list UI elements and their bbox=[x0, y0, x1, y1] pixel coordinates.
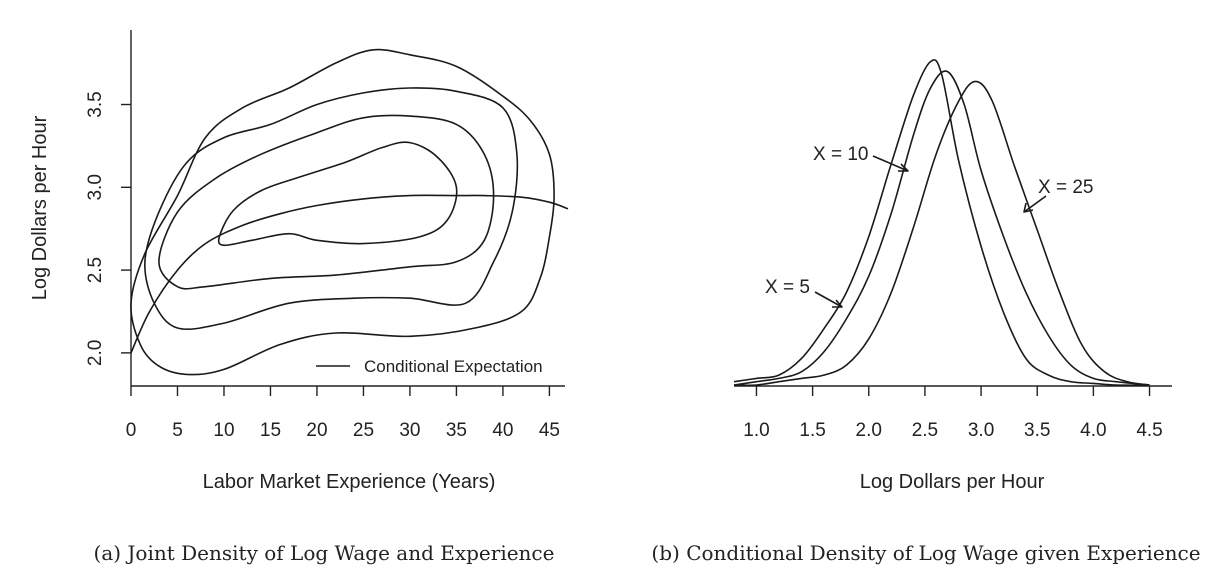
panel-b-x-tick-label: 1.0 bbox=[743, 420, 769, 441]
panel-a-caption: (a) Joint Density of Log Wage and Experi… bbox=[94, 541, 555, 565]
panel-b-x-label: Log Dollars per Hour bbox=[860, 471, 1045, 493]
panel-a: 0 5 10 15 20 25 30 35 40 45 2.0 2.5 3.0 3.5 Conditio… bbox=[29, 30, 569, 565]
legend-label: Conditional Expectation bbox=[364, 357, 543, 376]
panel-a-y-tick-label: 3.0 bbox=[85, 174, 106, 200]
panel-a-x-tick-label: 20 bbox=[306, 420, 327, 441]
panel-a-x-ticks: 0 5 10 15 20 25 30 35 40 45 bbox=[126, 386, 560, 441]
annotation-x10-arrow bbox=[872, 155, 909, 172]
panel-b-x-tick-label: 4.0 bbox=[1080, 420, 1106, 441]
panel-a-x-tick-label: 15 bbox=[260, 420, 281, 441]
contour-level-1 bbox=[130, 48, 555, 376]
panel-b-x-tick-label: 3.5 bbox=[1024, 420, 1050, 441]
panel-a-y-label: Log Dollars per Hour bbox=[29, 115, 51, 300]
contour-level-3 bbox=[158, 114, 495, 290]
panel-a-x-label: Labor Market Experience (Years) bbox=[203, 471, 496, 493]
density-line-x25 bbox=[733, 80, 1150, 387]
conditional-expectation-line bbox=[130, 194, 569, 354]
annotation-x25-arrow bbox=[1023, 195, 1047, 213]
panel-a-y-tick-label: 2.5 bbox=[85, 257, 106, 283]
panel-a-y-ticks: 2.0 2.5 3.0 3.5 bbox=[85, 91, 131, 366]
density-line-x5 bbox=[733, 59, 1150, 386]
annotation-x10-label: X = 10 bbox=[813, 144, 868, 165]
panel-a-y-tick-label: 3.5 bbox=[85, 91, 106, 117]
panel-a-x-tick-label: 0 bbox=[126, 420, 137, 441]
annotation-x5: X = 5 bbox=[765, 277, 843, 308]
panel-a-x-tick-label: 25 bbox=[353, 420, 374, 441]
panel-b-x-tick-label: 2.0 bbox=[856, 420, 882, 441]
panel-b-caption: (b) Conditional Density of Log Wage give… bbox=[651, 541, 1200, 565]
panel-a-x-tick-label: 5 bbox=[172, 420, 183, 441]
panel-b-x-tick-label: 1.5 bbox=[799, 420, 825, 441]
contour-level-2 bbox=[144, 87, 519, 331]
panel-b-x-tick-label: 4.5 bbox=[1136, 420, 1162, 441]
panel-a-contours bbox=[130, 48, 555, 376]
annotation-x5-label: X = 5 bbox=[765, 277, 810, 298]
annotation-x25-arrowhead bbox=[1023, 202, 1034, 213]
panel-a-x-tick-label: 10 bbox=[213, 420, 234, 441]
annotation-x5-arrowhead bbox=[832, 299, 843, 308]
panel-a-y-tick-label: 2.0 bbox=[85, 340, 106, 366]
annotation-x10: X = 10 bbox=[813, 144, 909, 172]
panel-b-x-tick-label: 3.0 bbox=[968, 420, 994, 441]
panel-a-x-tick-label: 45 bbox=[539, 420, 560, 441]
panel-b-x-tick-label: 2.5 bbox=[912, 420, 938, 441]
annotation-x10-arrowhead bbox=[898, 163, 909, 172]
annotation-x25-label: X = 25 bbox=[1038, 177, 1093, 198]
panel-b: 1.0 1.5 2.0 2.5 3.0 3.5 4.0 4.5 X = 10 X = 5 X … bbox=[651, 59, 1201, 565]
contour-level-4 bbox=[217, 141, 458, 247]
panel-a-x-tick-label: 30 bbox=[399, 420, 420, 441]
panel-a-legend: Conditional Expectation bbox=[316, 357, 543, 376]
density-line-x10 bbox=[733, 70, 1150, 386]
panel-a-series bbox=[130, 194, 569, 354]
annotation-x25: X = 25 bbox=[1023, 177, 1093, 213]
panel-b-series bbox=[733, 59, 1150, 387]
panel-b-x-ticks: 1.0 1.5 2.0 2.5 3.0 3.5 4.0 4.5 bbox=[743, 386, 1163, 441]
annotation-x5-arrow bbox=[814, 291, 843, 308]
panel-a-x-tick-label: 40 bbox=[492, 420, 513, 441]
panel-a-x-tick-label: 35 bbox=[446, 420, 467, 441]
